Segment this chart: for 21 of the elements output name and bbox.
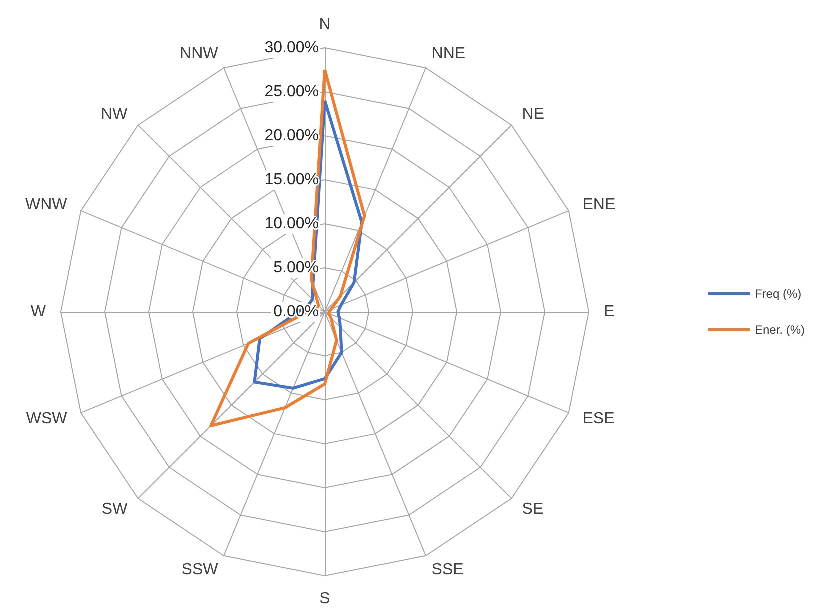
spoke-label: NNW bbox=[180, 46, 220, 63]
spoke-label: W bbox=[30, 304, 47, 320]
spoke-label: SSE bbox=[432, 561, 464, 578]
legend-label: Ener. (%) bbox=[754, 323, 806, 337]
spoke-label: S bbox=[320, 590, 330, 608]
spoke-label: ENE bbox=[582, 196, 616, 214]
spoke-label: NNE bbox=[432, 46, 466, 63]
spoke-label: SW bbox=[102, 500, 129, 518]
spoke-label: WNW bbox=[25, 196, 68, 214]
spoke-label: E bbox=[604, 304, 615, 320]
spoke-label: WSW bbox=[26, 410, 68, 428]
spoke-label: NE bbox=[522, 106, 545, 124]
spoke-label: N bbox=[319, 16, 331, 34]
y-tick-label: 20.00% bbox=[264, 128, 319, 144]
spoke-label: ESE bbox=[582, 410, 615, 428]
spoke-label: SSW bbox=[182, 561, 220, 578]
y-tick-label: 25.00% bbox=[264, 84, 319, 100]
y-tick-label: 30.00% bbox=[264, 40, 319, 56]
spoke-label: NW bbox=[101, 106, 129, 124]
spoke-label: SE bbox=[522, 500, 544, 518]
legend-label: Freq (%) bbox=[754, 287, 802, 301]
